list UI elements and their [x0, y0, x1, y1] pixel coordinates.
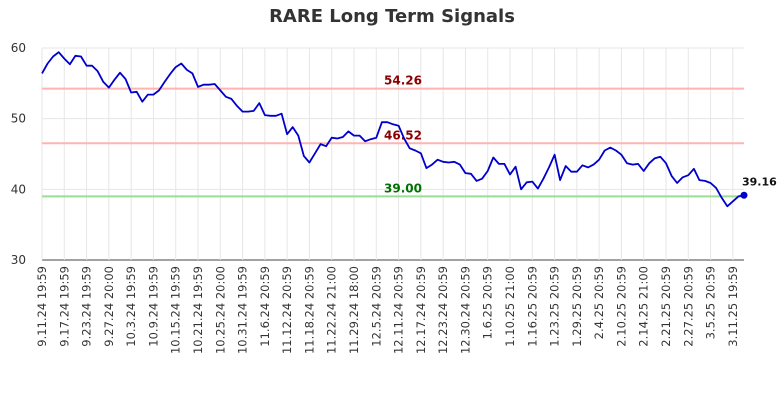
x-tick-label: 11.22.24 21:00	[325, 266, 339, 354]
x-tick-label: 9.27.24 20:00	[102, 266, 116, 347]
series-line	[41, 51, 745, 208]
x-tick-label: 10.9.24 19:59	[146, 266, 160, 347]
series-layer: 39.16	[41, 51, 777, 208]
x-tick-label: 3.11.25 19:59	[726, 266, 740, 347]
x-tick-label: 11.6.24 20:59	[258, 266, 272, 347]
x-tick-label: 10.25.24 20:00	[213, 266, 227, 354]
x-tick-label: 12.23.24 20:59	[436, 266, 450, 354]
y-tick-label: 60	[11, 41, 26, 55]
chart-title: RARE Long Term Signals	[269, 6, 515, 27]
x-tick-label: 10.15.24 19:59	[169, 266, 183, 354]
grid	[41, 47, 744, 261]
y-tick-label: 30	[11, 253, 26, 267]
reference-label: 39.00	[384, 181, 422, 195]
x-tick-label: 9.17.24 19:59	[57, 266, 71, 347]
x-tick-label: 9.23.24 19:59	[80, 266, 94, 347]
x-tick-label: 2.4.25 20:59	[592, 266, 606, 339]
y-tick-label: 50	[11, 112, 26, 126]
x-tick-label: 2.14.25 21:00	[637, 266, 651, 347]
x-tick-label: 12.5.24 20:59	[369, 266, 383, 347]
x-tick-label: 1.29.25 20:59	[570, 266, 584, 347]
x-tick-label: 1.6.25 20:59	[481, 266, 495, 339]
x-tick-label: 11.18.24 20:59	[302, 266, 316, 354]
x-tick-label: 1.16.25 20:59	[525, 266, 539, 347]
x-tick-label: 1.23.25 20:59	[548, 266, 562, 347]
x-tick-label: 11.29.24 18:00	[347, 266, 361, 354]
x-tick-label: 3.5.25 20:59	[704, 266, 718, 339]
x-tick-label: 2.27.25 20:59	[681, 266, 695, 347]
x-tick-label: 12.30.24 20:59	[458, 266, 472, 354]
last-value-label: 39.16	[742, 175, 777, 188]
x-tick-label: 10.31.24 19:59	[236, 266, 250, 354]
x-tick-label: 9.11.24 19:59	[35, 266, 49, 347]
x-tick-label: 10.21.24 19:59	[191, 266, 205, 354]
x-tick-label: 2.21.25 20:59	[659, 266, 673, 347]
last-point-marker	[740, 191, 748, 199]
x-tick-label: 10.3.24 19:59	[124, 266, 138, 347]
y-tick-label: 40	[11, 182, 26, 196]
x-tick-label: 12.11.24 20:59	[392, 266, 406, 354]
x-tick-label: 11.12.24 20:59	[280, 266, 294, 354]
x-axis: 9.11.24 19:59 9.17.24 19:59 9.23.24 19:59 9…	[35, 266, 740, 354]
x-tick-label: 1.10.25 21:00	[503, 266, 517, 347]
x-tick-label: 2.10.25 20:59	[614, 266, 628, 347]
x-tick-label: 12.17.24 20:59	[414, 266, 428, 354]
reference-label: 54.26	[384, 74, 422, 88]
y-axis: 30 40 50 60	[11, 41, 26, 267]
